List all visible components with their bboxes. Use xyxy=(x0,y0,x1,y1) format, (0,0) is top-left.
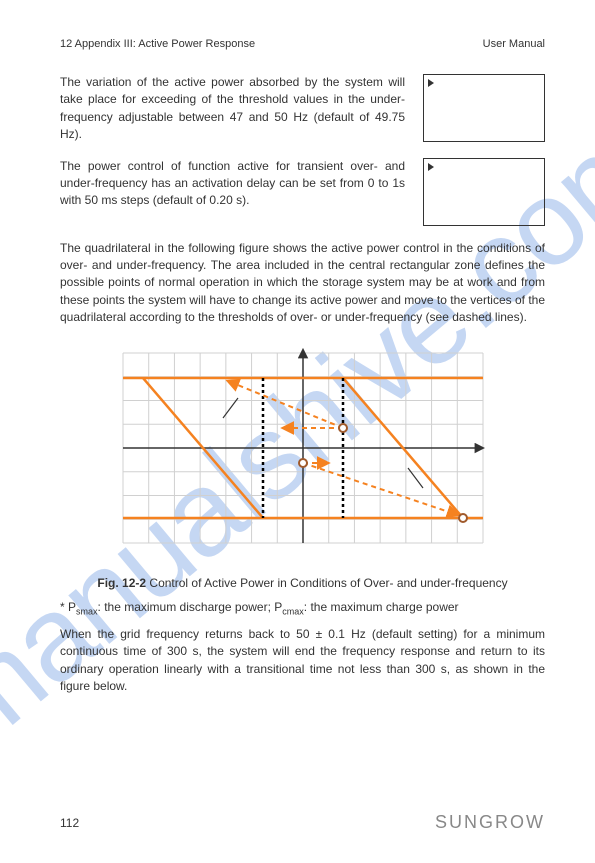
footnote-sub: cmax xyxy=(282,606,304,616)
page-content: 12 Appendix III: Active Power Response U… xyxy=(0,0,595,741)
page-header: 12 Appendix III: Active Power Response U… xyxy=(60,38,545,50)
row-2: The power control of function active for… xyxy=(60,158,545,226)
header-right: User Manual xyxy=(483,38,545,50)
power-control-chart xyxy=(113,343,493,553)
footnote-part: * P xyxy=(60,600,76,614)
row-1: The variation of the active power absorb… xyxy=(60,74,545,144)
param-box-2 xyxy=(423,158,545,226)
page-footer: 112 SUNGROW xyxy=(60,812,545,833)
chart-container xyxy=(113,343,493,558)
page-number: 112 xyxy=(60,816,79,830)
brand-logo: SUNGROW xyxy=(435,812,545,833)
paragraph-4: When the grid frequency returns back to … xyxy=(60,626,545,696)
footnote: * Psmax: the maximum discharge power; Pc… xyxy=(60,600,545,616)
triangle-icon xyxy=(428,163,434,171)
footnote-part: : the maximum discharge power; P xyxy=(98,600,283,614)
figure-caption-text: Control of Active Power in Conditions of… xyxy=(146,576,508,590)
figure-caption: Fig. 12-2 Control of Active Power in Con… xyxy=(60,576,545,590)
paragraph-2: The power control of function active for… xyxy=(60,158,405,210)
footnote-sub: smax xyxy=(76,606,98,616)
paragraph-1: The variation of the active power absorb… xyxy=(60,74,405,144)
footnote-part: : the maximum charge power xyxy=(304,600,459,614)
param-box-1 xyxy=(423,74,545,142)
triangle-icon xyxy=(428,79,434,87)
header-left: 12 Appendix III: Active Power Response xyxy=(60,38,255,50)
paragraph-3: The quadrilateral in the following figur… xyxy=(60,240,545,327)
figure-caption-bold: Fig. 12-2 xyxy=(97,576,146,590)
